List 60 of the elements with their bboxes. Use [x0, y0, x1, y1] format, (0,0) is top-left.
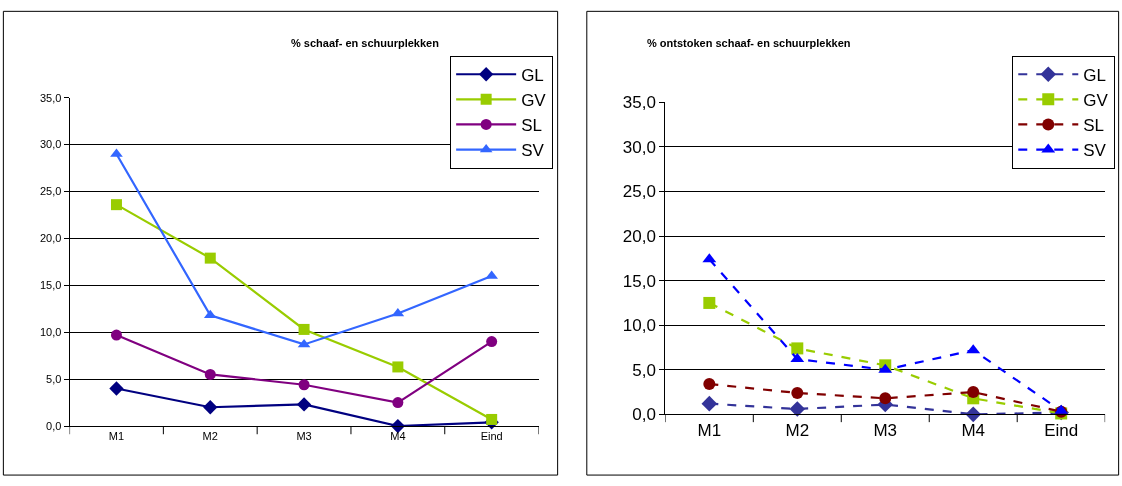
x-tick-label: M4	[390, 430, 406, 443]
x-tick-label: M2	[202, 430, 218, 443]
y-tick-label: 0,0	[632, 405, 656, 425]
x-tick-label: M4	[961, 420, 986, 440]
y-tick-label: 35,0	[39, 91, 62, 104]
y-tick-label: 25,0	[622, 182, 656, 202]
y-tick-label: 10,0	[39, 326, 62, 339]
point	[486, 336, 498, 348]
point	[486, 413, 498, 425]
point	[791, 342, 804, 355]
point	[110, 199, 122, 211]
y-tick-label: 15,0	[39, 279, 62, 292]
point	[967, 386, 980, 399]
point	[703, 378, 716, 391]
point	[298, 323, 310, 335]
legend-label: SV	[1083, 141, 1107, 161]
chart-title: % schaaf- en schuurplekken	[291, 37, 440, 49]
point	[879, 392, 892, 405]
point	[392, 361, 404, 373]
legend-label: GV	[1083, 90, 1109, 110]
point	[203, 400, 218, 415]
point	[110, 329, 122, 341]
y-tick-label: 5,0	[46, 372, 62, 385]
x-tick-label: Eind	[1044, 420, 1079, 440]
point	[109, 381, 124, 396]
point	[204, 368, 216, 380]
legend-label: SL	[521, 116, 542, 136]
point	[297, 338, 311, 348]
point	[203, 309, 217, 319]
x-tick-label: M1	[108, 430, 125, 443]
legend-label: GV	[521, 90, 547, 110]
y-tick-label: 20,0	[39, 232, 62, 245]
y-tick-label: 20,0	[622, 227, 656, 247]
y-tick-label: 0,0	[46, 419, 62, 432]
y-tick-label: 35,0	[622, 93, 656, 113]
point	[391, 307, 405, 317]
point	[298, 379, 310, 391]
point	[703, 296, 716, 309]
y-tick-label: 5,0	[632, 360, 656, 380]
legend-label: GL	[1083, 65, 1106, 85]
y-tick-label: 25,0	[39, 185, 62, 198]
point	[701, 395, 718, 412]
legend-label: SL	[1083, 116, 1105, 136]
x-tick-label: M3	[296, 430, 312, 443]
legend-label: SV	[521, 141, 545, 161]
x-tick-label: M3	[873, 420, 898, 440]
point	[791, 386, 804, 399]
x-tick-label: Eind	[480, 430, 503, 443]
x-tick-label: M1	[697, 420, 722, 440]
point	[296, 397, 312, 412]
point	[204, 252, 216, 264]
y-tick-label: 30,0	[39, 138, 62, 151]
y-tick-label: 10,0	[622, 316, 656, 336]
chart-title: % ontstoken schaaf- en schuurplekken	[647, 37, 851, 49]
point	[392, 397, 404, 409]
y-tick-label: 15,0	[622, 271, 656, 291]
x-tick-label: M2	[785, 420, 810, 440]
legend-label: GL	[521, 65, 544, 85]
point	[789, 401, 806, 417]
y-tick-label: 30,0	[622, 137, 656, 157]
